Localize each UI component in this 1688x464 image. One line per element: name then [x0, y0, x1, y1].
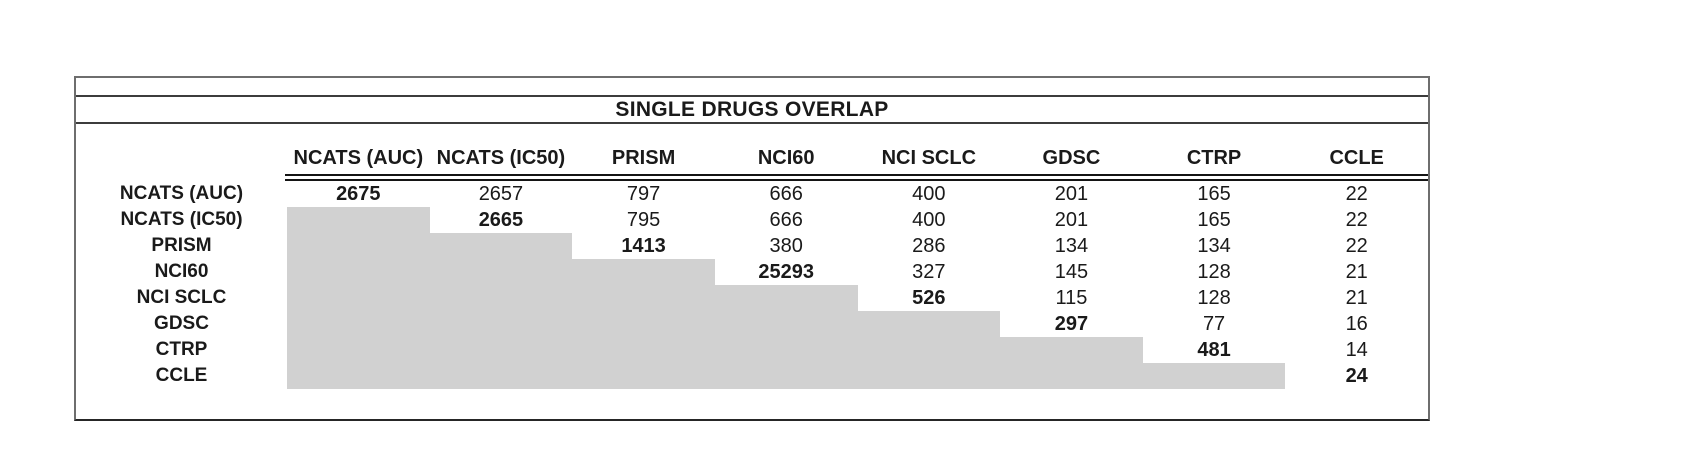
shaded-cell — [429, 259, 573, 285]
shaded-cell — [287, 311, 430, 337]
overlap-count-cell: 22 — [1345, 183, 1368, 205]
shaded-cell — [714, 311, 858, 337]
table-title: SINGLE DRUGS OVERLAP — [615, 97, 889, 121]
shaded-cell — [572, 259, 715, 285]
shaded-cell — [714, 363, 858, 389]
overlap-count-cell: 400 — [912, 209, 946, 231]
overlap-count-cell: 134 — [1197, 235, 1231, 257]
column-header-row: NCATS (AUC) NCATS (IC50) PRISM NCI60 NCI SCL… — [76, 124, 1428, 174]
overlap-count-cell: 400 — [912, 183, 946, 205]
overlap-count-cell: 22 — [1345, 209, 1368, 231]
diagonal-count-cell: 24 — [1345, 365, 1368, 387]
shaded-cell — [1000, 337, 1143, 363]
column-header: CTRP — [1186, 147, 1242, 169]
diagonal-count-cell: 526 — [912, 287, 946, 309]
shaded-cell — [287, 233, 430, 259]
overlap-count-cell: 666 — [769, 209, 803, 231]
overlap-count-cell: 795 — [626, 209, 661, 231]
diagonal-count-cell: 2675 — [336, 183, 381, 205]
overlap-count-cell: 115 — [1055, 287, 1088, 309]
overlap-count-cell: 21 — [1345, 261, 1368, 283]
column-header: NCATS (AUC) — [293, 147, 424, 169]
shaded-cell — [857, 363, 1001, 389]
row-label: NCI SCLC — [136, 287, 227, 308]
column-header: NCATS (IC50) — [436, 147, 566, 169]
diagonal-count-cell: 2665 — [478, 209, 524, 231]
overlap-count-cell: 165 — [1197, 183, 1231, 205]
shaded-cell — [429, 363, 573, 389]
shaded-cell — [857, 311, 1001, 337]
overlap-count-cell: 201 — [1054, 183, 1089, 205]
overlap-count-cell: 128 — [1197, 261, 1231, 283]
shaded-cell — [572, 337, 715, 363]
overlap-count-cell: 14 — [1345, 339, 1368, 361]
overlap-count-cell: 21 — [1345, 287, 1368, 309]
row-label: PRISM — [151, 235, 212, 256]
shaded-cell — [572, 311, 715, 337]
shaded-cell — [714, 337, 858, 363]
overlap-count-cell: 77 — [1202, 313, 1226, 335]
shaded-cell — [572, 285, 715, 311]
table-content: NCATS (AUC) NCATS (IC50) PRISM NCI60 NCI SCL… — [76, 124, 1428, 389]
column-header: NCI SCLC — [881, 147, 977, 169]
overlap-count-cell: 128 — [1197, 287, 1231, 309]
row-label: GDSC — [154, 313, 209, 334]
shaded-cell — [287, 337, 430, 363]
column-header: GDSC — [1042, 147, 1101, 169]
overlap-count-cell: 797 — [626, 183, 661, 205]
overlap-count-cell: 666 — [769, 183, 803, 205]
shaded-cell — [572, 363, 715, 389]
row-label: NCATS (AUC) — [119, 183, 244, 204]
shaded-cell — [857, 337, 1001, 363]
diagonal-count-cell: 481 — [1197, 339, 1231, 361]
overlap-table: SINGLE DRUGS OVERLAP NCATS (AUC) NCATS (I… — [74, 76, 1430, 421]
column-header: CCLE — [1329, 147, 1384, 169]
diagonal-count-cell: 1413 — [621, 235, 666, 257]
table-title-row: SINGLE DRUGS OVERLAP — [76, 97, 1428, 124]
overlap-count-cell: 16 — [1345, 313, 1368, 335]
column-header: PRISM — [611, 147, 676, 169]
shaded-cell — [429, 233, 573, 259]
row-label: NCATS (IC50) — [120, 209, 243, 230]
overlap-count-cell: 380 — [769, 235, 803, 257]
shaded-cell — [287, 259, 430, 285]
overlap-count-cell: 201 — [1054, 209, 1089, 231]
shaded-cell — [429, 285, 573, 311]
overlap-count-cell: 134 — [1054, 235, 1089, 257]
overlap-count-cell: 165 — [1197, 209, 1231, 231]
shaded-cell — [1142, 363, 1286, 389]
diagonal-count-cell: 297 — [1054, 313, 1089, 335]
shaded-cell — [714, 285, 858, 311]
column-header: NCI60 — [757, 147, 815, 169]
overlap-count-cell: 327 — [912, 261, 946, 283]
column-header-spacer — [76, 170, 287, 174]
overlap-count-cell: 22 — [1345, 235, 1368, 257]
overlap-count-cell: 2657 — [478, 183, 524, 205]
diagonal-count-cell: 25293 — [758, 261, 814, 283]
shaded-cell — [287, 363, 430, 389]
shaded-cell — [429, 337, 573, 363]
overlap-count-cell: 145 — [1054, 261, 1089, 283]
row-label: NCI60 — [154, 261, 209, 282]
shaded-cell — [429, 311, 573, 337]
shaded-cell — [1000, 363, 1143, 389]
header-double-underline — [285, 174, 1428, 181]
row-label: CTRP — [155, 339, 208, 360]
overlap-matrix: NCATS (AUC) 2675 2657 797 666 400 201 165 22 NCAT… — [76, 181, 1428, 389]
shaded-cell — [287, 285, 430, 311]
overlap-count-cell: 286 — [912, 235, 946, 257]
shaded-cell — [287, 207, 430, 233]
row-label: CCLE — [155, 365, 208, 386]
table-top-spacer-row — [76, 78, 1428, 97]
